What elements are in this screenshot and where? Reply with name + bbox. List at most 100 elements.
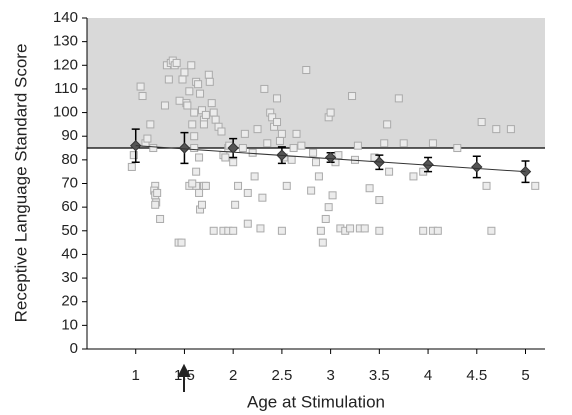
data-point — [243, 188, 252, 197]
data-point — [314, 172, 323, 181]
y-tick-label: 10 — [61, 316, 78, 333]
x-tick-label: 2 — [229, 367, 237, 384]
mean-marker — [324, 151, 337, 164]
data-point — [375, 196, 384, 205]
data-point — [256, 224, 265, 233]
data-point — [360, 224, 369, 233]
data-point — [302, 66, 311, 75]
mean-marker — [130, 139, 142, 152]
data-point — [353, 141, 362, 150]
y-tick-label: 80 — [61, 151, 78, 168]
data-point — [177, 238, 186, 247]
x-axis-label: Age at Stimulation — [247, 392, 385, 411]
data-point — [195, 188, 204, 197]
data-point — [190, 108, 199, 117]
data-point — [231, 200, 240, 209]
x-tick-label: 3.5 — [369, 367, 390, 384]
data-point — [318, 238, 327, 247]
data-point — [328, 191, 337, 200]
y-tick-label: 0 — [70, 340, 78, 357]
data-point — [321, 214, 330, 223]
y-tick-label: 120 — [53, 56, 78, 73]
data-point — [334, 151, 343, 160]
x-tick-label: 5 — [521, 367, 529, 384]
data-point — [316, 226, 325, 235]
data-point — [207, 99, 216, 108]
data-point — [346, 224, 355, 233]
data-point — [164, 75, 173, 84]
data-point — [160, 101, 169, 110]
data-point — [204, 70, 213, 79]
data-point — [273, 94, 282, 103]
data-point — [127, 162, 136, 171]
data-point — [185, 87, 194, 96]
y-axis-label: Receptive Language Standard Score — [11, 44, 30, 323]
data-point — [217, 127, 226, 136]
trend-line — [135, 145, 526, 173]
data-point — [192, 167, 201, 176]
data-point — [380, 139, 389, 148]
data-point — [187, 61, 196, 70]
data-point — [188, 179, 197, 188]
x-tick-label: 4 — [424, 367, 432, 384]
y-tick-label: 60 — [61, 198, 78, 215]
data-point — [482, 181, 491, 190]
data-point — [221, 153, 230, 162]
data-point — [263, 139, 272, 148]
data-point — [370, 153, 379, 162]
y-tick-label: 140 — [53, 9, 78, 26]
data-point — [195, 153, 204, 162]
data-point — [287, 155, 296, 164]
data-point — [273, 118, 282, 127]
data-point — [229, 226, 238, 235]
data-point — [201, 181, 210, 190]
data-point — [156, 214, 165, 223]
data-point — [477, 118, 486, 127]
data-point — [312, 158, 320, 167]
data-point — [196, 89, 205, 98]
data-point — [143, 134, 152, 143]
data-point — [492, 125, 501, 134]
data-point — [268, 113, 277, 122]
data-point — [277, 129, 286, 138]
data-point — [260, 84, 269, 93]
x-tick-label: 2.5 — [271, 367, 292, 384]
data-point — [324, 203, 333, 212]
data-point — [433, 226, 442, 235]
data-point — [375, 226, 384, 235]
data-point — [275, 136, 284, 145]
data-point — [531, 181, 540, 190]
y-tick-label: 50 — [61, 222, 78, 239]
y-tick-label: 100 — [53, 104, 78, 121]
data-point — [365, 184, 374, 193]
data-point — [197, 200, 206, 209]
data-point — [138, 92, 147, 101]
data-point — [149, 144, 158, 153]
x-tick-label: 1 — [132, 367, 140, 384]
data-point — [428, 139, 437, 148]
y-tick-label: 40 — [61, 245, 78, 262]
data-point — [307, 186, 316, 195]
data-point — [292, 129, 301, 138]
data-point — [190, 144, 199, 153]
data-point — [250, 172, 259, 181]
data-point — [248, 148, 257, 157]
data-point — [180, 68, 189, 77]
data-point — [146, 120, 155, 129]
data-point — [453, 144, 462, 153]
x-tick-label: 4.5 — [466, 367, 487, 384]
y-tick-label: 110 — [54, 80, 78, 97]
data-point — [205, 77, 214, 86]
data-point — [394, 94, 403, 103]
y-tick-label: 30 — [61, 269, 78, 286]
data-point — [243, 219, 252, 228]
data-point — [136, 82, 145, 91]
mean-marker — [471, 161, 483, 173]
data-point — [129, 151, 138, 160]
mean-marker — [519, 165, 532, 178]
data-point — [172, 58, 181, 67]
data-point — [151, 200, 160, 209]
data-point — [199, 120, 208, 129]
x-tick-label: 3 — [326, 367, 334, 384]
